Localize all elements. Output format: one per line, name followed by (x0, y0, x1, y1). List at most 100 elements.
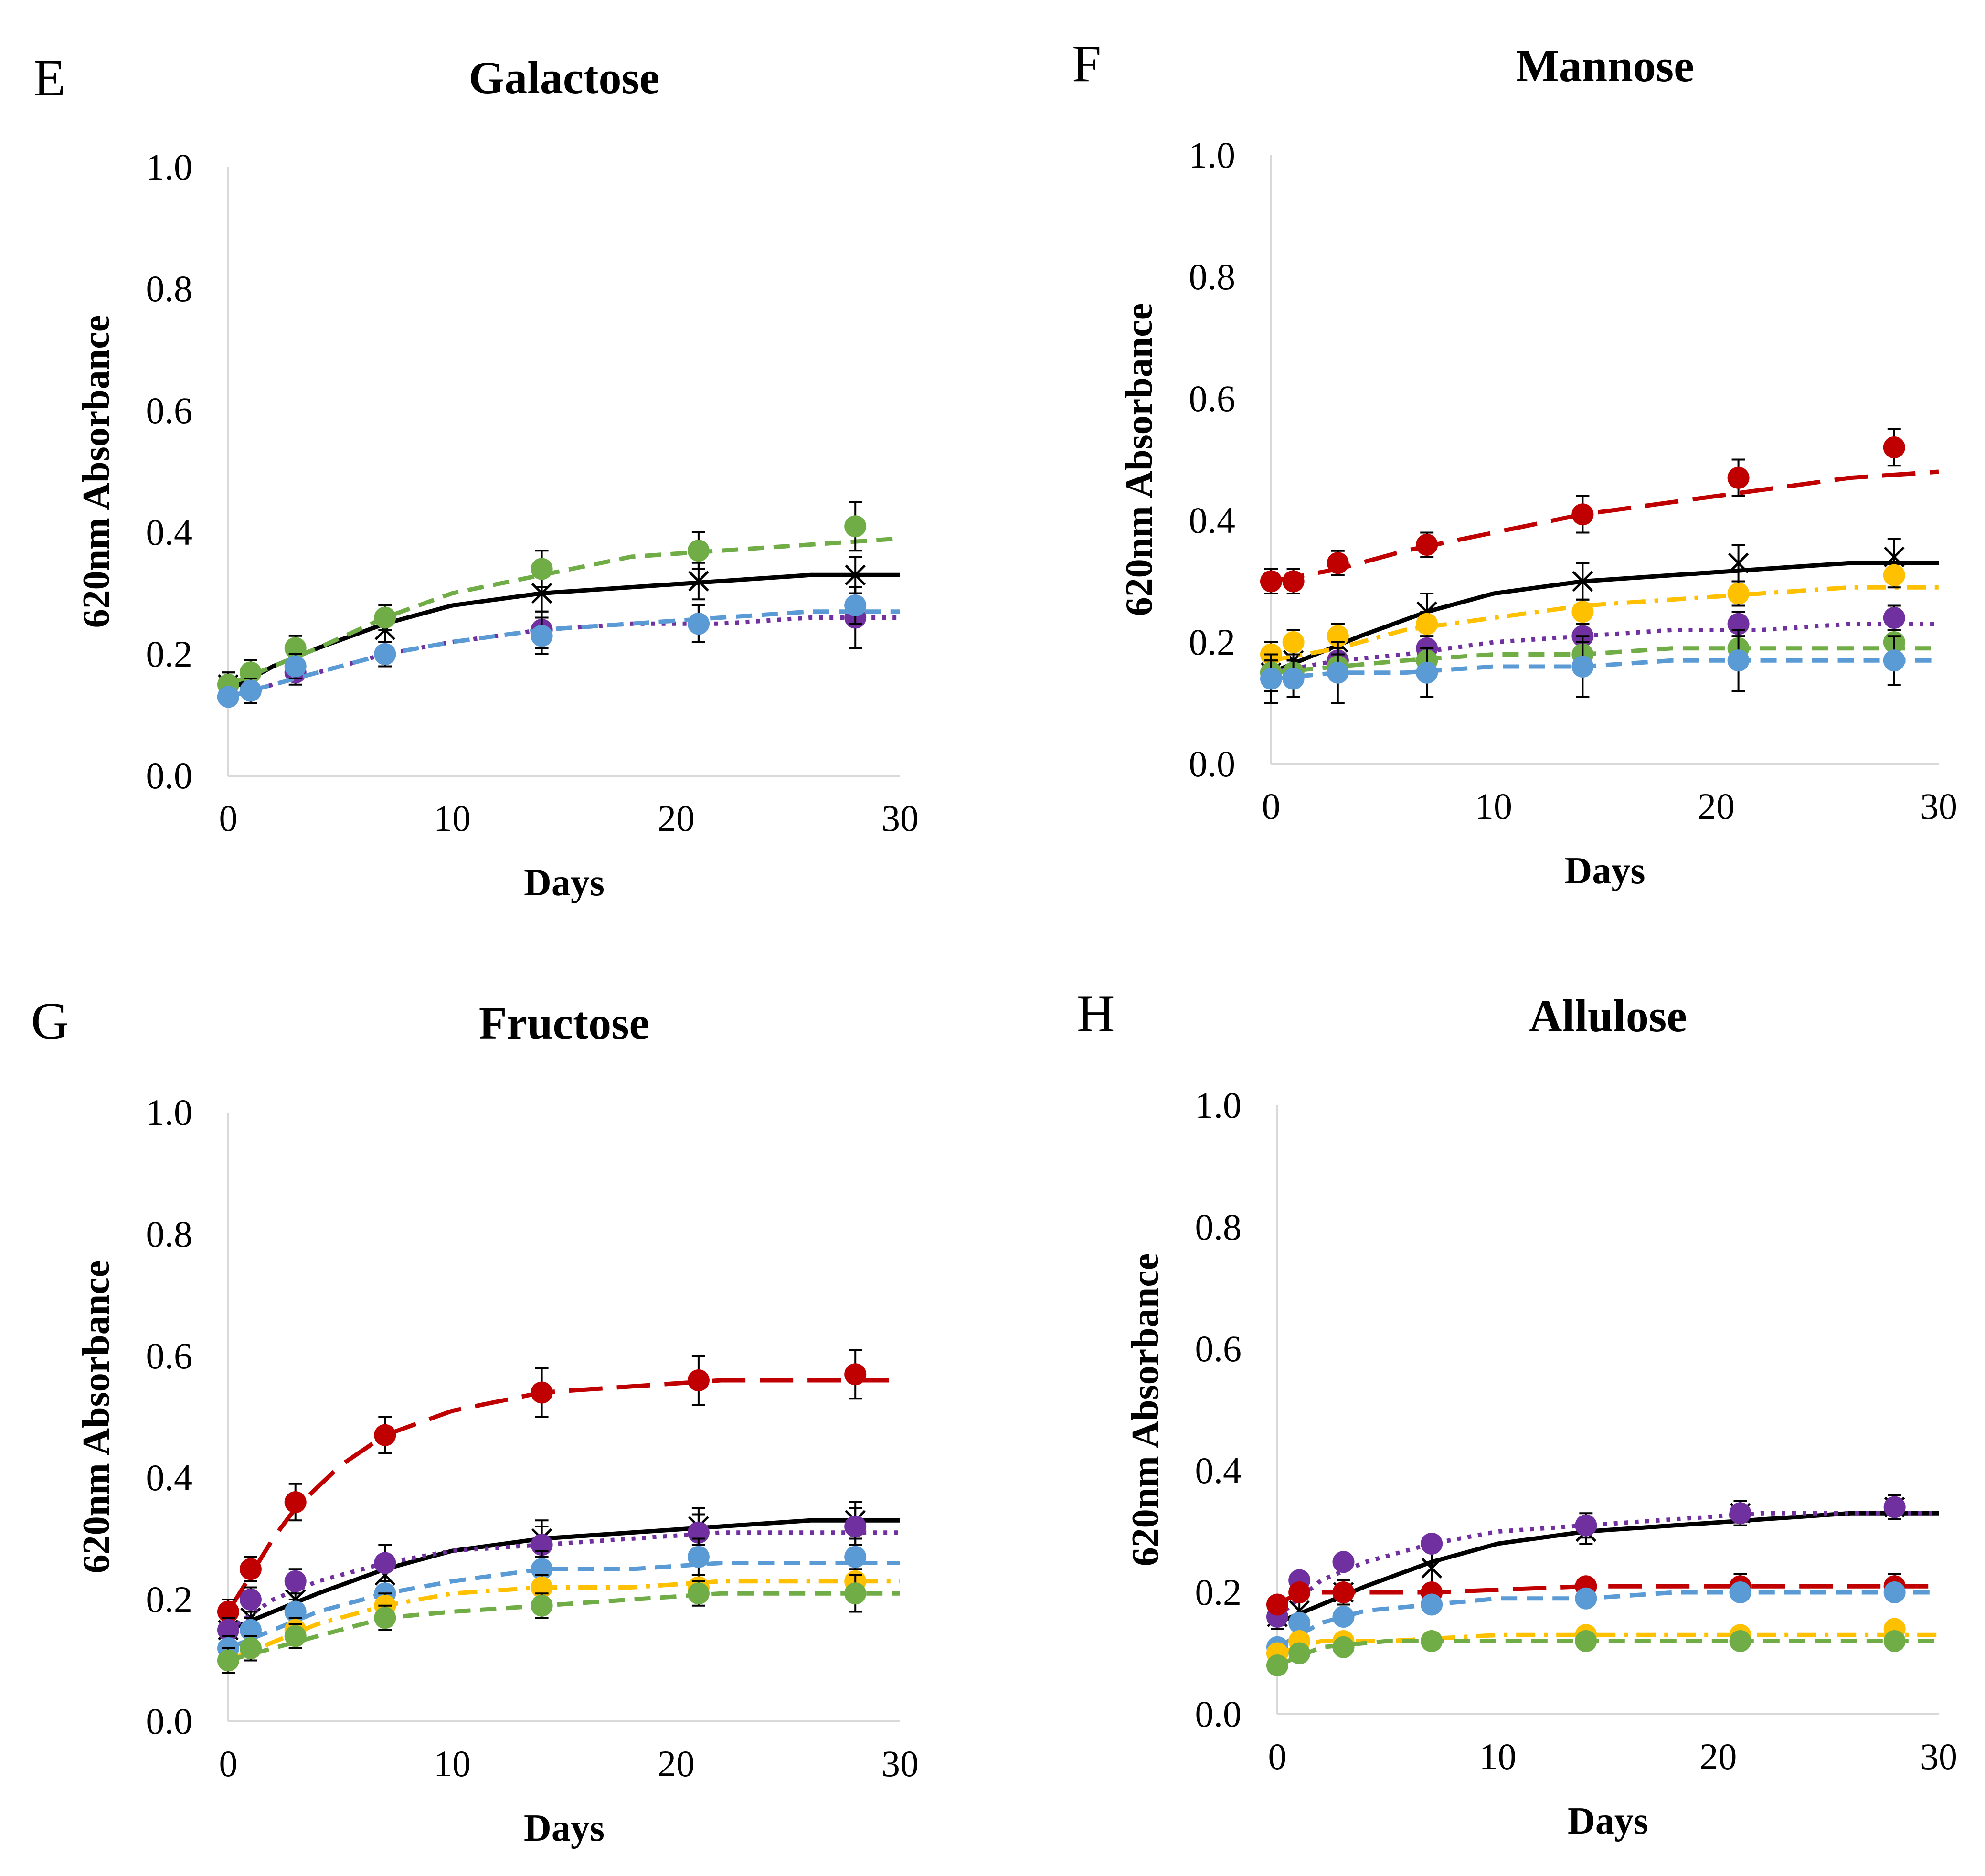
y-tick-label: 0.2 (146, 633, 193, 675)
x-tick-label: 20 (658, 1743, 695, 1784)
y-axis-label: 620nm Absorbance (1118, 303, 1160, 616)
data-point (374, 606, 396, 629)
y-tick-label: 0.6 (146, 390, 193, 431)
data-point (1571, 656, 1594, 678)
data-point (1728, 552, 1749, 574)
data-point (1729, 1502, 1751, 1525)
data-point (1327, 552, 1349, 574)
series-control (1261, 538, 1939, 692)
series-purple (1266, 1494, 1939, 1628)
data-point (1266, 1654, 1288, 1676)
data-point (1883, 607, 1905, 629)
y-tick-label: 0.4 (146, 1457, 193, 1498)
series-blue (217, 586, 900, 708)
series-yellow (1266, 1618, 1939, 1664)
chart-title: Fructose (479, 997, 649, 1049)
y-axis-label: 620nm Absorbance (75, 315, 117, 628)
y-tick-label: 0.0 (146, 755, 193, 796)
data-point (1416, 661, 1438, 684)
data-point (1883, 649, 1905, 672)
fit-line (1276, 1639, 1939, 1668)
data-point (1416, 613, 1438, 635)
series-green (1266, 1630, 1939, 1676)
series-yellow (217, 1568, 900, 1674)
data-point (1421, 1630, 1443, 1652)
panel-letter: H (1077, 985, 1115, 1043)
panel-letter: G (31, 992, 69, 1050)
chart-title: Galactose (469, 52, 660, 103)
data-point (844, 1582, 867, 1605)
data-point (844, 594, 867, 616)
data-point (217, 686, 239, 708)
series-red (1260, 428, 1939, 594)
fit-line (1271, 658, 1939, 681)
data-point (1260, 570, 1282, 593)
x-tick-label: 10 (1479, 1736, 1517, 1777)
y-tick-label: 1.0 (1189, 134, 1236, 176)
chart-title: Allulose (1529, 990, 1687, 1041)
panel-letter: F (1072, 34, 1101, 93)
series-yellow (1260, 562, 1939, 668)
data-point (1288, 1581, 1311, 1603)
series-blue (1266, 1581, 1939, 1658)
panel-letter: E (33, 49, 65, 107)
x-tick-label: 0 (219, 1743, 238, 1784)
data-point (844, 1516, 867, 1537)
data-point (284, 1491, 307, 1513)
data-point (1883, 1581, 1906, 1603)
fit-line (227, 609, 900, 699)
series-red (1266, 1573, 1939, 1616)
x-tick-label: 0 (1268, 1736, 1287, 1777)
x-tick-label: 30 (881, 797, 919, 839)
data-point (1327, 661, 1349, 684)
y-tick-label: 0.6 (146, 1335, 193, 1377)
fit-line (227, 1591, 900, 1663)
series-control (218, 1501, 900, 1643)
data-point (1727, 466, 1750, 489)
data-point (374, 1607, 396, 1629)
data-point (1883, 1630, 1906, 1652)
x-tick-label: 30 (881, 1743, 919, 1784)
x-tick-label: 10 (434, 1743, 471, 1784)
series-green (217, 1574, 900, 1674)
data-point (239, 679, 262, 702)
series-green (217, 501, 901, 698)
data-point (1288, 1611, 1311, 1634)
data-point (1266, 1593, 1288, 1616)
x-axis-label: Days (524, 1807, 605, 1849)
chart-panel-e: E Galactose 0.0 0.2 0.4 0.6 0.8 1.0 0 10 20 30 Days 6… (33, 49, 919, 904)
data-point (284, 1570, 307, 1592)
data-point (844, 1363, 867, 1386)
x-tick-label: 10 (1475, 785, 1512, 827)
data-point (687, 540, 710, 562)
data-point (239, 1589, 262, 1611)
fit-line (226, 1378, 900, 1613)
data-point (284, 1625, 307, 1647)
data-point (687, 1582, 710, 1605)
x-tick-label: 0 (1262, 785, 1281, 827)
chart-panel-h: H Allulose 0.0 0.2 0.4 0.6 0.8 1.0 0 10 20 30 Days 62… (1077, 985, 1957, 1842)
data-point (1282, 631, 1305, 653)
data-point (1727, 649, 1750, 672)
y-tick-label: 0.6 (1195, 1328, 1242, 1369)
y-tick-label: 1.0 (146, 1092, 193, 1133)
data-point (1575, 1587, 1597, 1610)
data-point (1421, 1533, 1443, 1555)
y-tick-label: 0.0 (146, 1700, 193, 1742)
data-point (1332, 1551, 1355, 1573)
x-axis-label: Days (524, 862, 605, 904)
x-tick-label: 30 (1920, 1736, 1957, 1777)
data-point (531, 1381, 553, 1404)
data-point (217, 1649, 239, 1672)
chart-title: Mannose (1516, 40, 1694, 91)
y-tick-label: 1.0 (146, 146, 193, 188)
x-tick-label: 20 (658, 797, 695, 839)
x-axis-label: Days (1565, 850, 1645, 892)
y-tick-label: 0.2 (146, 1579, 193, 1620)
data-point (844, 515, 867, 538)
series-blue (217, 1537, 900, 1662)
fit-line (227, 1518, 900, 1632)
x-tick-label: 20 (1699, 1736, 1737, 1777)
data-point (284, 655, 307, 678)
fit-line (1276, 1632, 1939, 1655)
